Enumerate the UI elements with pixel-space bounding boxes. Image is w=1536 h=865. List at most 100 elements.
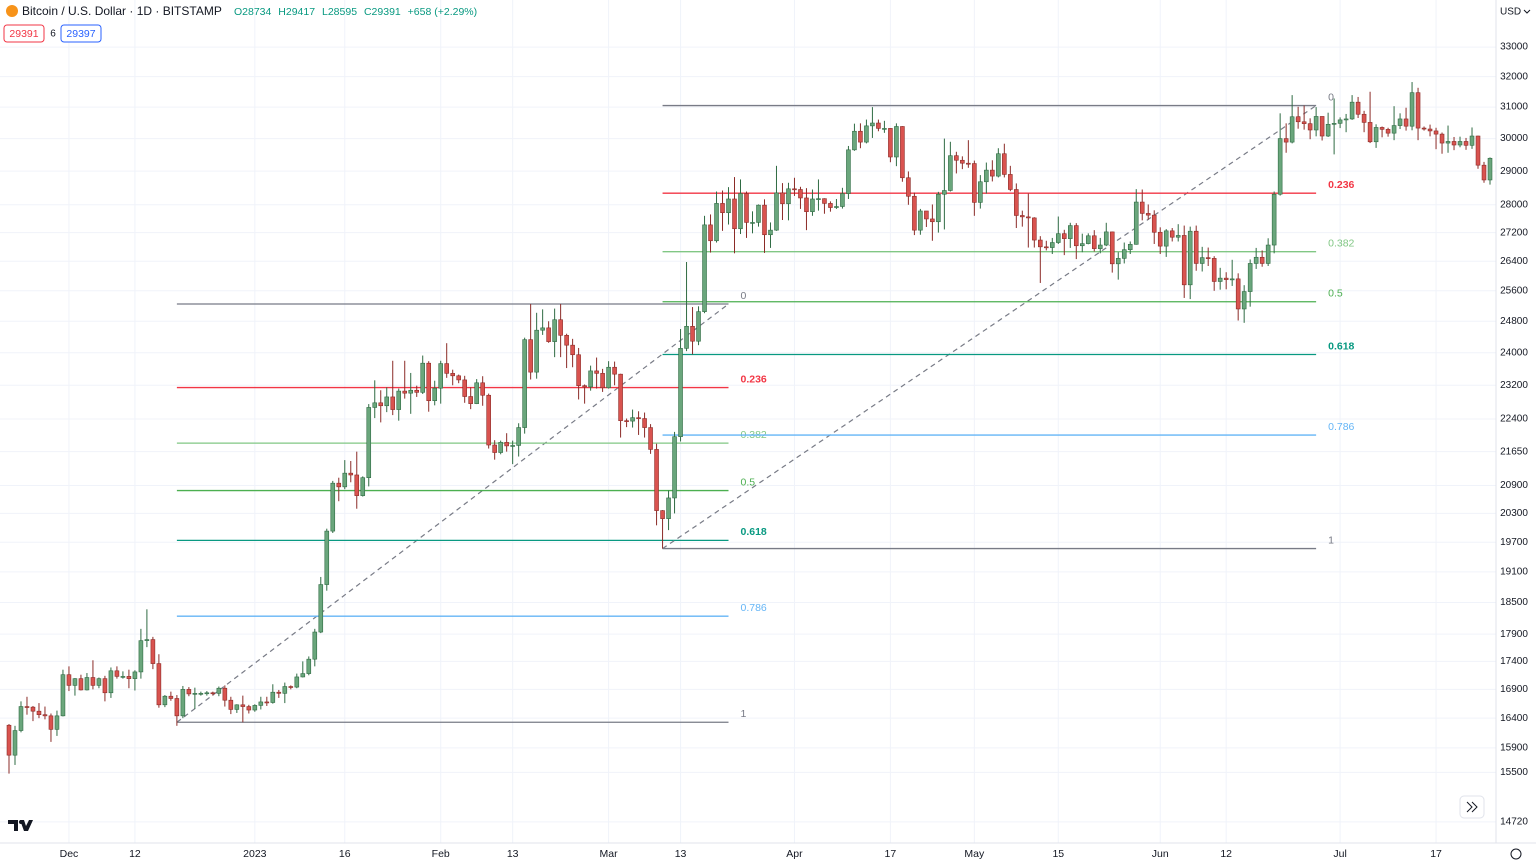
candle-body: [960, 159, 965, 164]
candle-body: [1056, 233, 1061, 243]
candle-body: [1115, 258, 1121, 265]
candle-body: [468, 396, 473, 404]
candle-body: [984, 169, 989, 183]
candle-body: [78, 678, 84, 691]
fib-level-label: 0.5: [1328, 288, 1343, 300]
candle-body: [504, 442, 509, 447]
candle-body: [510, 445, 515, 447]
currency[interactable]: USD: [1500, 7, 1521, 18]
candle-body: [1277, 138, 1283, 195]
y-tick-label: 18500: [1500, 597, 1528, 608]
y-tick-label: 15500: [1500, 767, 1528, 778]
candle-body: [660, 510, 665, 519]
candle-body: [192, 693, 198, 695]
candle-body: [600, 373, 605, 389]
ohlc-open: O28734: [234, 6, 272, 18]
candle-body: [786, 188, 791, 205]
fib-level-label: 0: [741, 290, 747, 302]
candle-body: [354, 474, 360, 496]
candle-body: [582, 385, 587, 388]
sell-button[interactable]: [3, 24, 45, 43]
candle-body: [540, 327, 545, 331]
candle-body: [312, 631, 318, 660]
candle-body: [522, 339, 527, 428]
y-tick-label: 29000: [1500, 166, 1528, 177]
ask-price[interactable]: 29397: [66, 28, 95, 40]
fib-level-label: 0.786: [741, 602, 767, 614]
candle-body: [390, 396, 396, 410]
fib-level-label: 0.786: [1328, 421, 1354, 433]
candle-body: [888, 128, 893, 158]
x-tick-label: Dec: [60, 848, 79, 860]
candle-body: [36, 710, 42, 715]
candle-body: [1002, 153, 1007, 175]
candle-body: [288, 686, 294, 688]
candle-body: [96, 678, 102, 686]
candle-body: [1247, 263, 1253, 292]
y-tick-label: 24000: [1500, 347, 1528, 358]
y-tick-label: 16900: [1500, 684, 1528, 695]
candle-body: [1127, 244, 1133, 251]
candle-body: [1289, 116, 1295, 143]
candle-body: [150, 639, 156, 664]
candle-body: [714, 203, 719, 242]
candle-body: [798, 189, 803, 199]
candle-body: [678, 348, 683, 437]
candles: [6, 82, 1493, 774]
candle-body: [126, 676, 132, 679]
candle-body: [570, 344, 575, 356]
symbol-title[interactable]: Bitcoin / U.S. Dollar · 1D · BITSTAMP: [22, 4, 222, 18]
candle-body: [174, 698, 180, 717]
candle-body: [42, 714, 48, 717]
candle-body: [1091, 235, 1097, 249]
candle-body: [996, 153, 1001, 177]
candle-body: [216, 687, 222, 694]
candle-body: [1325, 123, 1331, 137]
candle-body: [834, 206, 839, 208]
candle-body: [684, 326, 689, 349]
candle-body: [102, 678, 108, 694]
candle-body: [1307, 123, 1313, 131]
candle-body: [1181, 235, 1187, 286]
candle-body: [966, 162, 971, 165]
candle-body: [774, 192, 779, 231]
candle-body: [912, 195, 917, 231]
candle-body: [990, 169, 995, 177]
scroll-icon[interactable]: [1466, 801, 1478, 813]
fib-level-label: 0.618: [741, 526, 767, 538]
candle-body: [516, 427, 521, 446]
y-tick-label: 15900: [1500, 743, 1528, 754]
candle-body: [1103, 231, 1109, 246]
currency-caret[interactable]: [1523, 9, 1531, 14]
candle-body: [1433, 130, 1439, 135]
candle-body: [1403, 118, 1409, 127]
x-tick-label: May: [964, 848, 985, 860]
candle-body: [60, 674, 66, 717]
buy-button[interactable]: [60, 24, 102, 43]
candle-body: [846, 149, 851, 194]
candle-body: [378, 402, 384, 407]
candle-body: [276, 691, 282, 694]
candle-body: [1163, 230, 1169, 247]
fib-level-label: 0: [1328, 91, 1334, 103]
candle-body: [348, 472, 354, 476]
y-tick-label: 30000: [1500, 133, 1528, 144]
candle-body: [1139, 201, 1145, 214]
candle-body: [180, 689, 186, 717]
bid-price[interactable]: 29391: [9, 28, 38, 40]
candle-body: [1385, 129, 1391, 134]
y-tick-label: 22400: [1500, 414, 1528, 425]
candle-body: [588, 370, 593, 388]
x-tick-label: 15: [1052, 848, 1064, 860]
candle-body: [594, 370, 599, 374]
candle-body: [1235, 278, 1241, 310]
y-tick-label: 14720: [1500, 817, 1528, 828]
settings-icon[interactable]: [1510, 848, 1522, 860]
x-tick-label: 17: [1430, 848, 1442, 860]
candle-body: [840, 193, 845, 207]
y-tick-label: 20900: [1500, 480, 1528, 491]
candle-body: [1355, 101, 1361, 115]
candle-body: [366, 407, 372, 478]
candle-body: [906, 177, 911, 197]
